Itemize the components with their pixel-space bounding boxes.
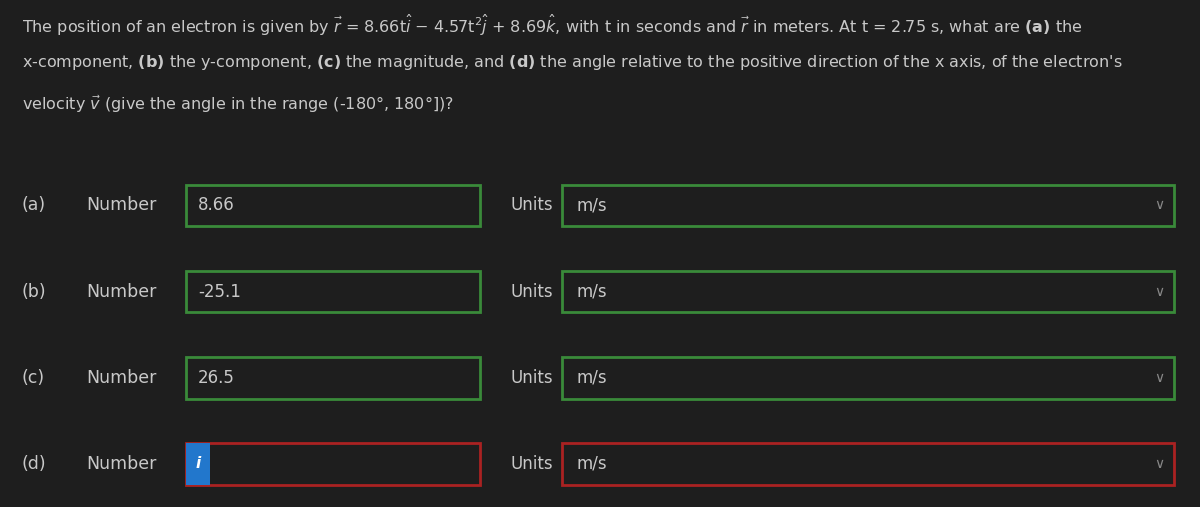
Text: ∨: ∨ — [1154, 457, 1164, 471]
Text: 8.66: 8.66 — [198, 196, 235, 214]
Text: ∨: ∨ — [1154, 198, 1164, 212]
Text: (b): (b) — [22, 282, 47, 301]
Text: m/s: m/s — [576, 282, 607, 301]
Text: 26.5: 26.5 — [198, 369, 235, 387]
Text: i: i — [196, 456, 200, 472]
Text: Number: Number — [86, 369, 157, 387]
Text: ∨: ∨ — [1154, 371, 1164, 385]
Text: Units: Units — [510, 455, 553, 473]
FancyBboxPatch shape — [562, 357, 1174, 399]
FancyBboxPatch shape — [562, 443, 1174, 485]
Text: (a): (a) — [22, 196, 46, 214]
Text: Number: Number — [86, 196, 157, 214]
FancyBboxPatch shape — [562, 271, 1174, 312]
Text: Number: Number — [86, 282, 157, 301]
Text: m/s: m/s — [576, 369, 607, 387]
Text: (c): (c) — [22, 369, 44, 387]
FancyBboxPatch shape — [186, 357, 480, 399]
Text: m/s: m/s — [576, 196, 607, 214]
Text: Units: Units — [510, 196, 553, 214]
FancyBboxPatch shape — [186, 271, 480, 312]
Text: (d): (d) — [22, 455, 47, 473]
Text: Units: Units — [510, 369, 553, 387]
FancyBboxPatch shape — [186, 185, 480, 226]
Text: -25.1: -25.1 — [198, 282, 241, 301]
Text: Number: Number — [86, 455, 157, 473]
Text: ∨: ∨ — [1154, 284, 1164, 299]
FancyBboxPatch shape — [186, 443, 210, 485]
Text: velocity $\vec{v}$ (give the angle in the range (-180°, 180°])?: velocity $\vec{v}$ (give the angle in th… — [22, 94, 454, 115]
Text: The position of an electron is given by $\vec{r}$ = 8.66t$\hat{i}$ $-$ 4.57t$^2$: The position of an electron is given by … — [22, 13, 1082, 38]
FancyBboxPatch shape — [562, 185, 1174, 226]
Text: x-component, $\mathbf{(b)}$ the y-component, $\mathbf{(c)}$ the magnitude, and $: x-component, $\mathbf{(b)}$ the y-compon… — [22, 53, 1122, 72]
Text: Units: Units — [510, 282, 553, 301]
FancyBboxPatch shape — [186, 443, 480, 485]
Text: m/s: m/s — [576, 455, 607, 473]
